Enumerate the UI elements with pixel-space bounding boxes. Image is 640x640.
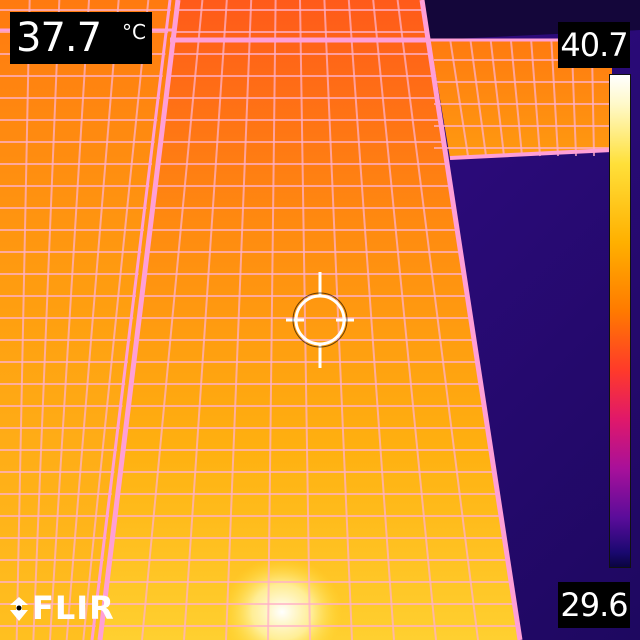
crosshair-icon [286,272,354,368]
scale-min-label: 29.6 [558,582,630,628]
flir-logo: FLIR [8,590,115,626]
spot-temperature-value: 37.7 [16,15,102,61]
scale-max-label: 40.7 [558,22,630,68]
cell-grid-line [15,0,31,640]
cell-grid-line [141,0,204,640]
spot-temperature-readout: 37.7 °C [10,12,152,64]
cell-grid-line [299,0,311,640]
right-panel-array [430,40,612,158]
cell-grid-line [65,0,120,640]
hot-spot [222,557,342,640]
cell-grid-line [396,0,479,640]
cell-grid-line [183,0,228,640]
cell-grid-line [32,0,61,640]
cell-grid-line [49,0,90,640]
left-panel-array [0,0,178,640]
panel-frames [0,0,613,640]
flir-logo-icon [10,597,28,621]
cell-grid-line [82,0,150,640]
cell-grid-line [347,0,395,640]
cell-grid-line [372,0,437,640]
center-panel-array [100,0,520,640]
cell-grid [0,0,612,640]
cell-grid-line [267,0,277,640]
color-scale-bar [609,74,631,568]
cell-grid-line [225,0,253,640]
brand-name: FLIR [32,589,115,627]
temperature-unit: °C [122,20,146,44]
